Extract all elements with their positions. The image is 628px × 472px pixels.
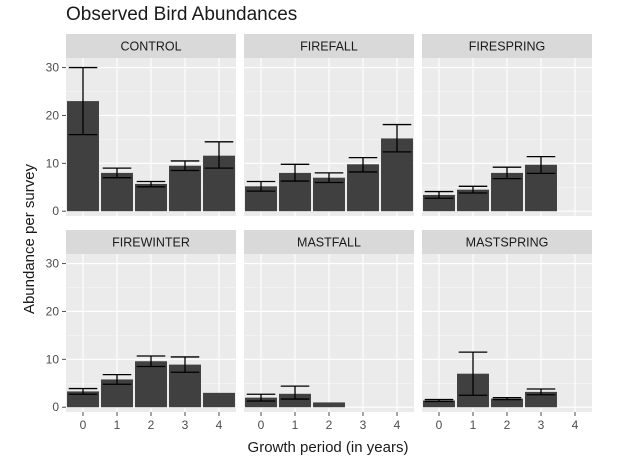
error-bar-firewinter-0: [68, 387, 98, 395]
error-bar-mastspring-0: [424, 398, 454, 403]
facet-firespring: FIRESPRING: [422, 34, 592, 216]
facet-strip: [66, 230, 236, 254]
x-tick-label: 4: [394, 418, 401, 432]
bar-firefall-2: [313, 177, 345, 212]
facet-strip-label: MASTSPRING: [466, 236, 549, 250]
facet-strip: [422, 230, 592, 254]
y-tick-label: 10: [46, 352, 60, 366]
bar-mastfall-0: [245, 397, 277, 408]
error-bar-control-4: [204, 141, 234, 169]
x-tick-label: 1: [470, 418, 477, 432]
x-tick-label: 2: [148, 418, 155, 432]
facet-mastspring: MASTSPRING: [422, 230, 592, 412]
bar-firespring-0: [423, 194, 455, 212]
error-bar-mastfall-1: [280, 385, 310, 400]
bar-mastspring-0: [423, 400, 455, 408]
chart-title: Observed Bird Abundances: [66, 4, 297, 25]
x-tick-label: 4: [572, 418, 579, 432]
bar-mastfall-1: [279, 393, 311, 408]
facet-strip-label: CONTROL: [120, 40, 181, 54]
error-bar-firewinter-2: [136, 355, 166, 368]
bar-firewinter-2: [135, 361, 167, 408]
facet-panels: CONTROL FIREFALL FIRESPRING FIREWINTER MASTF…: [66, 34, 592, 412]
error-bar-control-0: [68, 66, 98, 136]
x-tick-label: 4: [216, 418, 223, 432]
error-bar-firespring-0: [424, 190, 454, 199]
error-bar-firespring-2: [492, 166, 522, 180]
x-tick-label: 0: [258, 418, 265, 432]
bar-mastspring-3: [525, 391, 557, 408]
error-bar-mastfall-0: [246, 393, 276, 402]
y-axes: 0 10 20 30 0 10 20 30: [46, 61, 66, 414]
facet-strip: [66, 34, 236, 58]
bar-mastfall-2: [313, 402, 345, 408]
error-bar-firespring-1: [458, 185, 488, 194]
error-bar-firewinter-1: [102, 374, 132, 385]
y-tick-label: 30: [46, 61, 60, 75]
bar-control-3: [169, 165, 201, 212]
bar-control-2: [135, 183, 167, 212]
y-tick-label: 20: [46, 108, 60, 122]
facet-strip: [244, 230, 414, 254]
x-tick-label: 3: [182, 418, 189, 432]
bar-firewinter-0: [67, 391, 99, 408]
bar-mastspring-2: [491, 398, 523, 408]
x-tick-label: 1: [114, 418, 121, 432]
facet-mastfall: MASTFALL: [244, 230, 414, 412]
y-tick-label: 0: [52, 204, 59, 218]
facet-strip-label: MASTFALL: [297, 236, 361, 250]
facet-firewinter: FIREWINTER: [66, 230, 236, 412]
facet-strip-label: FIRESPRING: [469, 40, 545, 54]
facet-strip: [422, 34, 592, 58]
error-bar-control-2: [136, 180, 166, 188]
bar-control-1: [101, 172, 133, 212]
x-tick-label: 2: [326, 418, 333, 432]
error-bar-firefall-1: [280, 163, 310, 182]
x-tick-label: 3: [538, 418, 545, 432]
error-bar-firewinter-3: [170, 356, 200, 373]
error-bar-mastspring-1: [458, 351, 488, 396]
x-axis-title: Growth period (in years): [248, 439, 409, 456]
error-bar-firefall-4: [382, 123, 412, 153]
error-bar-control-1: [102, 167, 132, 179]
y-tick-label: 10: [46, 156, 60, 170]
error-bar-control-3: [170, 160, 200, 172]
facet-control: CONTROL: [66, 34, 236, 216]
y-tick-label: 20: [46, 304, 60, 318]
error-bar-mastspring-3: [526, 388, 556, 396]
error-bar-firefall-3: [348, 156, 378, 173]
facet-strip: [244, 34, 414, 58]
y-tick-label: 30: [46, 257, 60, 271]
x-axes: 0 1 2 3 4 0 1 2 3 4 0 1 2 3 4: [80, 412, 579, 432]
error-bar-firefall-0: [246, 180, 276, 192]
bar-firewinter-4: [203, 392, 235, 408]
facet-strip-label: FIREWINTER: [112, 236, 190, 250]
bar-firespring-1: [457, 189, 489, 212]
y-tick-label: 0: [52, 400, 59, 414]
error-bar-firespring-3: [526, 155, 556, 175]
x-tick-label: 1: [292, 418, 299, 432]
facet-strip-label: FIREFALL: [300, 40, 358, 54]
x-tick-label: 3: [360, 418, 367, 432]
error-bar-mastspring-2: [492, 396, 522, 401]
error-bar-firefall-2: [314, 172, 344, 184]
x-tick-label: 2: [504, 418, 511, 432]
x-tick-label: 0: [80, 418, 87, 432]
x-tick-label: 0: [436, 418, 443, 432]
facet-firefall: FIREFALL: [244, 34, 414, 216]
y-axis-title: Abundance per survey: [21, 163, 38, 314]
